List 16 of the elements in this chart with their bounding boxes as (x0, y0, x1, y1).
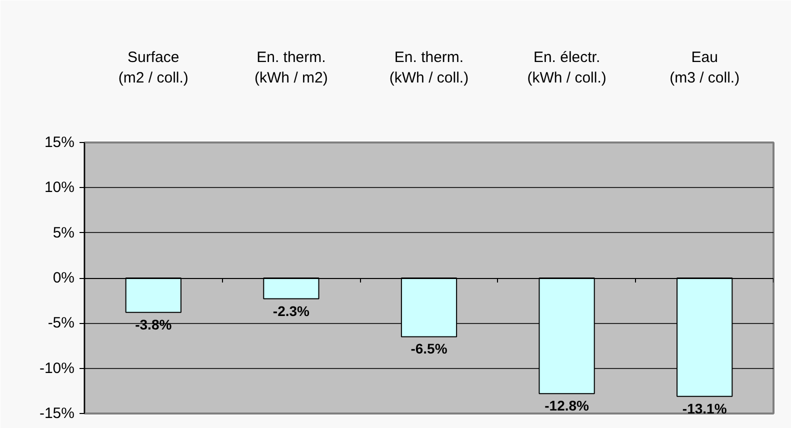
y-tick-label: 15% (44, 134, 75, 151)
y-tick-label: -15% (39, 405, 75, 422)
y-tick-label: 5% (52, 224, 75, 242)
data-label: -6.5% (410, 340, 448, 357)
y-tick-label: -10% (39, 360, 75, 377)
x-tick-label: Surface (m2 / coll.) (118, 49, 188, 86)
data-label: -12.8% (544, 398, 590, 414)
y-tick-label: 0% (52, 270, 75, 286)
x-tick-label: En. therm. (kWh / coll.) (389, 49, 469, 86)
x-tick-label: Eau (m3 / coll.) (670, 49, 740, 86)
x-tick-label: En. therm. (kWh / m2) (254, 49, 328, 86)
y-tick-label: -5% (48, 314, 75, 332)
x-tick-label: En. électr. (kWh / coll.) (527, 49, 606, 86)
data-label: -2.3% (272, 302, 310, 319)
y-tick-label: 10% (44, 179, 75, 196)
data-label: -13.1% (682, 400, 728, 416)
